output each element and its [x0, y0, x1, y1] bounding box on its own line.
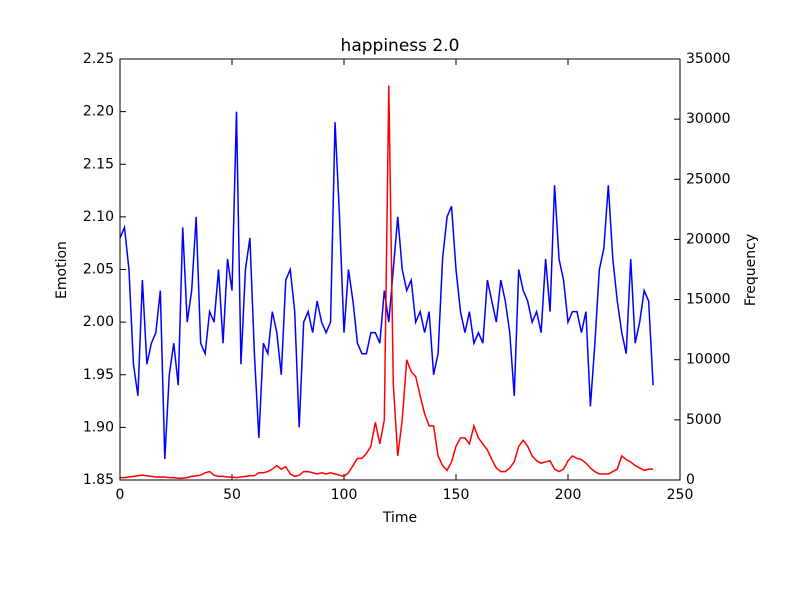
- y2-tick-label: 15000: [686, 292, 731, 308]
- x-tick-label: 50: [223, 487, 241, 503]
- y2-axis-label: Frequency: [743, 234, 759, 306]
- y2-tick-label: 5000: [686, 412, 722, 428]
- x-tick-label: 0: [116, 487, 125, 503]
- y-tick-label: 2.25: [83, 51, 114, 67]
- y2-tick-label: 35000: [686, 51, 731, 67]
- x-tick-label: 250: [667, 487, 694, 503]
- y2-tick-label: 10000: [686, 352, 731, 368]
- y-tick-label: 2.05: [83, 262, 114, 278]
- x-tick-label: 100: [331, 487, 358, 503]
- y-tick-label: 1.85: [83, 472, 114, 488]
- y-axis-label: Emotion: [54, 241, 70, 299]
- x-tick-label: 200: [555, 487, 582, 503]
- y2-tick-label: 30000: [686, 111, 731, 127]
- y-tick-label: 2.15: [83, 156, 114, 172]
- plot-frame: [119, 58, 681, 481]
- y-tick-label: 2.20: [83, 104, 114, 120]
- y-tick-label: 1.95: [83, 367, 114, 383]
- y-tick-label: 2.10: [83, 209, 114, 225]
- y2-tick-label: 0: [686, 472, 695, 488]
- x-axis-label: Time: [382, 510, 417, 526]
- y-tick-label: 1.90: [83, 419, 114, 435]
- y-tick-label: 2.00: [83, 314, 114, 330]
- chart-title: happiness 2.0: [341, 36, 460, 56]
- y2-tick-label: 25000: [686, 171, 731, 187]
- x-tick-label: 150: [443, 487, 470, 503]
- y2-tick-label: 20000: [686, 231, 731, 247]
- line-series: [120, 85, 654, 479]
